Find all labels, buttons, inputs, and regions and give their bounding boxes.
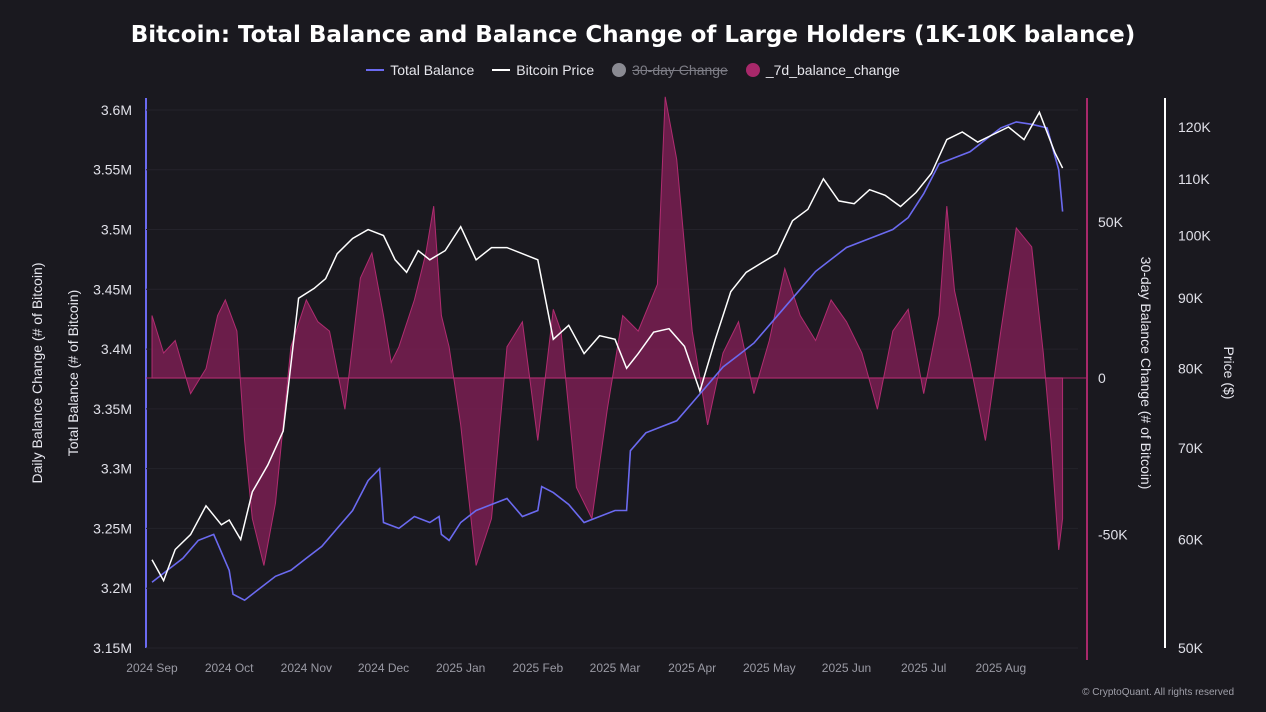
mid-tick-label: 0 [1098,370,1106,386]
x-tick-label: 2025 May [743,661,796,675]
right-axis-title: Price ($) [1221,347,1237,400]
series-total-balance [151,121,1064,602]
legend-label-30d-change: 30-day Change [632,62,728,78]
legend-item-total-balance[interactable]: Total Balance [366,62,474,78]
right-tick-label: 100K [1178,228,1211,244]
x-tick-label: 2025 Apr [668,661,716,675]
left-tick-label: 3.55M [93,162,132,178]
bitcoin-price-swatch [492,69,511,71]
x-tick-label: 2025 Jun [822,661,871,675]
30d-change-swatch [612,63,627,77]
left-tick-label: 3.35M [93,401,132,417]
left-tick-label: 3.45M [93,281,132,297]
total-balance-swatch [366,69,385,71]
7d-change-swatch [745,63,760,77]
x-tick-label: 2024 Oct [205,661,254,675]
legend-item-bitcoin-price[interactable]: Bitcoin Price [492,62,594,78]
x-tick-label: 2024 Nov [281,661,332,675]
mid-tick-label: -50K [1098,526,1128,542]
x-tick-label: 2025 Feb [512,661,563,675]
right-tick-label: 80K [1178,360,1204,376]
x-tick-label: 2024 Dec [358,661,409,675]
x-tick-label: 2024 Sep [126,661,178,675]
left-tick-label: 3.2M [101,580,132,596]
legend: Total Balance Bitcoin Price 30-day Chang… [0,62,1266,78]
left-tick-label: 3.4M [101,341,132,357]
right-tick-label: 90K [1178,290,1204,306]
mid-tick-label: 50K [1098,214,1124,230]
right-tick-label: 120K [1178,119,1211,135]
left-axis-title-inner: Total Balance (# of Bitcoin) [65,290,81,457]
legend-label-total-balance: Total Balance [390,62,475,78]
right-tick-label: 60K [1178,532,1204,548]
right-tick-label: 50K [1178,640,1204,656]
x-tick-label: 2025 Mar [590,661,641,675]
legend-item-7d-change[interactable]: _7d_balance_change [745,62,900,78]
mid-axis-title: 30-day Balance Change (# of Bitcoin) [1138,257,1154,490]
legend-item-30d-change[interactable]: 30-day Change [612,62,728,78]
legend-label-7d-change: _7d_balance_change [765,62,900,78]
x-tick-label: 2025 Jul [901,661,946,675]
right-tick-label: 110K [1178,171,1210,187]
x-tick-label: 2025 Aug [975,661,1026,675]
copyright-notice: © CryptoQuant. All rights reserved [1082,687,1234,698]
series-bitcoin-price [151,110,1064,583]
x-tick-label: 2025 Jan [436,661,485,675]
left-axis-title-outer: Daily Balance Change (# of Bitcoin) [29,262,45,483]
left-tick-label: 3.6M [101,102,132,118]
legend-label-bitcoin-price: Bitcoin Price [516,62,595,78]
left-tick-label: 3.25M [93,520,132,536]
series-7d-balance-change [151,96,1064,566]
chart-title: Bitcoin: Total Balance and Balance Chang… [130,22,1136,48]
left-tick-label: 3.3M [101,461,132,477]
right-tick-label: 70K [1178,440,1204,456]
left-tick-label: 3.5M [101,222,132,238]
left-tick-label: 3.15M [93,640,132,656]
